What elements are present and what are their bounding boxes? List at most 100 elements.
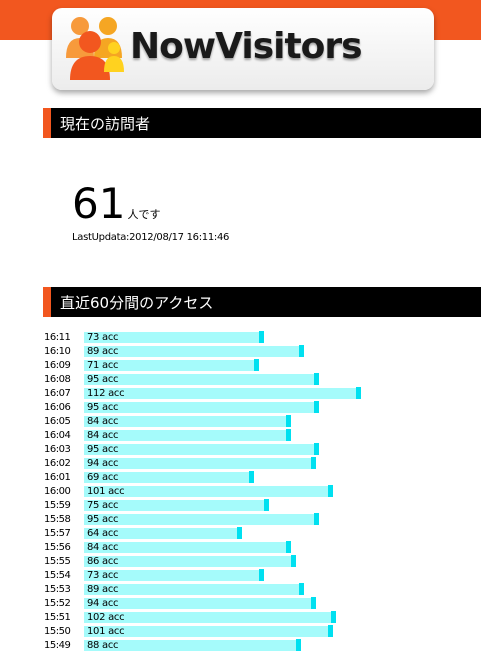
access-row-label: 102 acc <box>87 612 125 623</box>
last-update-text: LastUpdata:2012/08/17 16:11:46 <box>72 232 230 243</box>
access-row: 16:00 101 acc <box>0 485 481 499</box>
access-bar-cap <box>291 555 296 567</box>
access-row: 16:05 84 acc <box>0 415 481 429</box>
access-row-label: 64 acc <box>87 528 119 539</box>
access-row-label: 95 acc <box>87 514 119 525</box>
access-row-time: 16:08 <box>44 374 71 385</box>
access-bar <box>84 360 259 371</box>
access-bar <box>84 346 304 357</box>
access-row-label: 94 acc <box>87 458 119 469</box>
recent-access-header: 直近60分間のアクセス <box>43 287 481 317</box>
access-row-label: 101 acc <box>87 626 125 637</box>
access-bar-cap <box>286 541 291 553</box>
visitor-count: 61 <box>72 179 126 228</box>
access-row-label: 95 acc <box>87 374 119 385</box>
access-bar-cap <box>259 569 264 581</box>
access-bar <box>84 486 333 497</box>
access-row: 16:07 112 acc <box>0 387 481 401</box>
access-bar-cap <box>311 457 316 469</box>
access-bar <box>84 374 319 385</box>
access-bar-cap <box>286 429 291 441</box>
access-bar <box>84 458 316 469</box>
logo-text: NowVisitors <box>130 26 363 67</box>
access-row-time: 16:05 <box>44 416 71 427</box>
access-bar <box>84 556 296 567</box>
access-row-label: 88 acc <box>87 640 119 651</box>
header-accent <box>43 287 51 317</box>
access-row-time: 15:52 <box>44 598 71 609</box>
access-bar-cap <box>249 471 254 483</box>
access-row: 15:58 95 acc <box>0 513 481 527</box>
access-bar-cap <box>264 499 269 511</box>
access-row-label: 69 acc <box>87 472 119 483</box>
access-bar <box>84 514 319 525</box>
recent-access-title: 直近60分間のアクセス <box>60 293 214 312</box>
access-bar <box>84 402 319 413</box>
access-bar <box>84 332 264 343</box>
access-bar <box>84 430 291 441</box>
access-row: 16:10 89 acc <box>0 345 481 359</box>
access-row-label: 89 acc <box>87 584 119 595</box>
access-row-time: 16:07 <box>44 388 71 399</box>
access-bar-cap <box>299 583 304 595</box>
visitor-count-block: 61 人です <box>72 182 160 226</box>
access-row: 15:49 88 acc <box>0 639 481 653</box>
access-row-label: 84 acc <box>87 430 119 441</box>
access-bar-cap <box>311 597 316 609</box>
access-row-label: 71 acc <box>87 360 119 371</box>
access-row: 15:54 73 acc <box>0 569 481 583</box>
access-row: 15:59 75 acc <box>0 499 481 513</box>
access-bar <box>84 472 254 483</box>
header-accent <box>43 108 51 138</box>
access-bar-list: 16:11 73 acc 16:10 89 acc 16:09 71 acc 16:08 95… <box>0 331 481 653</box>
access-row-time: 16:10 <box>44 346 71 357</box>
access-bar <box>84 500 269 511</box>
access-row-label: 73 acc <box>87 570 119 581</box>
access-bar-cap <box>356 387 361 399</box>
access-bar <box>84 584 304 595</box>
access-bar-cap <box>328 625 333 637</box>
access-bar-cap <box>314 513 319 525</box>
access-row-label: 101 acc <box>87 486 125 497</box>
access-row-time: 16:02 <box>44 458 71 469</box>
current-visitors-title: 現在の訪問者 <box>60 114 151 133</box>
access-row-label: 75 acc <box>87 500 119 511</box>
access-row: 15:53 89 acc <box>0 583 481 597</box>
access-bar-cap <box>331 611 336 623</box>
access-row-time: 16:06 <box>44 402 71 413</box>
access-row-label: 95 acc <box>87 402 119 413</box>
access-row-time: 15:54 <box>44 570 71 581</box>
access-row: 16:06 95 acc <box>0 401 481 415</box>
access-row: 16:09 71 acc <box>0 359 481 373</box>
access-row-label: 95 acc <box>87 444 119 455</box>
access-bar <box>84 640 301 651</box>
access-row: 16:08 95 acc <box>0 373 481 387</box>
access-row-time: 15:49 <box>44 640 71 651</box>
access-row-time: 16:03 <box>44 444 71 455</box>
access-row-time: 16:04 <box>44 430 71 441</box>
access-row-label: 73 acc <box>87 332 119 343</box>
access-row-time: 15:50 <box>44 626 71 637</box>
site-logo[interactable]: NowVisitors <box>52 8 434 90</box>
access-row-time: 15:56 <box>44 542 71 553</box>
access-row-time: 16:11 <box>44 332 71 343</box>
access-row: 15:50 101 acc <box>0 625 481 639</box>
access-row-time: 15:58 <box>44 514 71 525</box>
access-row-time: 15:51 <box>44 612 71 623</box>
access-row: 16:02 94 acc <box>0 457 481 471</box>
access-bar-cap <box>254 359 259 371</box>
access-row-label: 94 acc <box>87 598 119 609</box>
access-row-time: 15:53 <box>44 584 71 595</box>
current-visitors-header: 現在の訪問者 <box>43 108 481 138</box>
access-row: 16:11 73 acc <box>0 331 481 345</box>
access-row-label: 84 acc <box>87 416 119 427</box>
access-row: 15:52 94 acc <box>0 597 481 611</box>
access-bar <box>84 542 291 553</box>
access-bar <box>84 528 242 539</box>
access-bar <box>84 626 333 637</box>
access-row: 15:55 86 acc <box>0 555 481 569</box>
access-row: 16:03 95 acc <box>0 443 481 457</box>
access-row-time: 15:57 <box>44 528 71 539</box>
access-bar-cap <box>286 415 291 427</box>
access-row: 15:51 102 acc <box>0 611 481 625</box>
